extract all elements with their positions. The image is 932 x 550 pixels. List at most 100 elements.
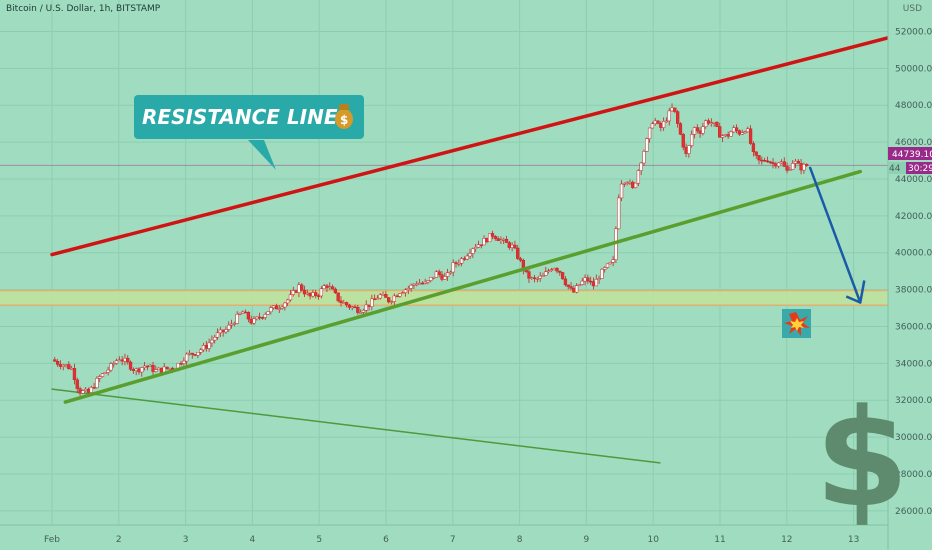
candle-body <box>232 323 237 325</box>
x-tick-label: 4 <box>250 535 256 545</box>
candle-body <box>718 126 722 138</box>
candle-body <box>619 183 624 199</box>
candle-body <box>471 248 475 254</box>
candle-body <box>429 276 433 281</box>
candle-body <box>510 244 514 248</box>
candle-body <box>650 123 655 129</box>
partial-price-value: 44 <box>889 164 901 174</box>
candle-body <box>288 294 293 301</box>
candle-body <box>704 120 708 128</box>
candle-body <box>286 299 290 304</box>
currency-label: USD <box>902 4 922 14</box>
candle-body <box>305 292 309 295</box>
candle-body <box>165 366 169 369</box>
candle-body <box>347 304 352 308</box>
candle-body <box>235 314 239 324</box>
support-line <box>63 169 863 404</box>
candle-body <box>774 163 778 167</box>
candle-body <box>709 122 713 124</box>
candle-body <box>569 286 573 289</box>
candle-body <box>473 247 478 250</box>
candle-body <box>737 130 742 135</box>
candle-body <box>154 369 158 372</box>
candle-body <box>168 367 172 370</box>
candle-body <box>434 271 439 278</box>
candle-body <box>692 127 697 135</box>
candle-body <box>751 143 756 153</box>
y-tick-label: 40000.00 <box>895 249 932 259</box>
candle-body <box>723 134 727 136</box>
candle-body <box>297 284 301 293</box>
candle-body <box>100 373 105 377</box>
candle-body <box>777 162 781 167</box>
candle-body <box>799 163 803 171</box>
candle-body <box>673 107 677 112</box>
candle-body <box>375 297 380 300</box>
candle-body <box>541 275 545 277</box>
candle-body <box>746 128 750 133</box>
candle-body <box>608 262 612 265</box>
candle-body <box>715 121 719 127</box>
candles-layer <box>53 103 809 396</box>
candle-body <box>401 292 405 294</box>
y-tick-label: 42000.00 <box>895 212 932 222</box>
candle-body <box>81 390 85 394</box>
candle-body <box>78 388 82 394</box>
candle-body <box>412 283 416 286</box>
candle-body <box>112 363 116 365</box>
candle-body <box>353 306 357 309</box>
y-tick-label: 52000.00 <box>895 27 932 37</box>
candle-body <box>518 258 523 261</box>
candle-body <box>605 263 610 268</box>
candle-body <box>269 307 273 313</box>
x-tick-label: 3 <box>183 535 189 545</box>
x-tick-label: 8 <box>517 535 523 545</box>
candle-body <box>448 271 453 274</box>
candle-body <box>156 367 161 370</box>
candle-body <box>120 359 124 362</box>
candle-body <box>106 369 110 373</box>
candle-body <box>283 302 287 308</box>
candle-body <box>328 286 332 288</box>
money-bag-icon: $ <box>335 104 353 129</box>
candle-body <box>142 365 147 368</box>
candle-body <box>698 130 702 134</box>
candle-body <box>372 298 377 301</box>
candle-body <box>89 387 93 393</box>
candle-body <box>765 160 770 163</box>
candle-body <box>560 272 565 280</box>
candle-body <box>84 388 88 391</box>
y-tick-label: 36000.00 <box>895 322 932 332</box>
candle-body <box>134 368 138 371</box>
candle-body <box>631 181 635 188</box>
projection-arrow-shaft <box>808 166 862 304</box>
candle-body <box>151 364 155 372</box>
candle-body <box>92 387 96 389</box>
candle-body <box>344 302 349 306</box>
candle-body <box>748 128 753 144</box>
candle-body <box>465 255 469 260</box>
candle-body <box>95 378 99 388</box>
candle-body <box>294 290 298 293</box>
candle-body <box>103 372 107 374</box>
support-zone <box>0 289 888 307</box>
candle-body <box>684 146 688 154</box>
candle-body <box>667 110 671 122</box>
bar-countdown: 30:29 <box>908 164 932 174</box>
candle-body <box>611 259 615 263</box>
candle-body <box>788 169 792 171</box>
candle-body <box>241 311 245 314</box>
callout-tail <box>248 140 276 170</box>
x-tick-label: 9 <box>584 535 590 545</box>
candle-body <box>431 276 436 279</box>
candle-body <box>387 297 391 303</box>
y-tick-label: 34000.00 <box>895 359 932 369</box>
candle-body <box>406 288 410 290</box>
candle-body <box>793 160 798 164</box>
candle-body <box>726 134 730 137</box>
candle-body <box>479 244 483 247</box>
candle-body <box>597 278 601 280</box>
candle-body <box>358 312 363 314</box>
candle-body <box>114 360 119 364</box>
